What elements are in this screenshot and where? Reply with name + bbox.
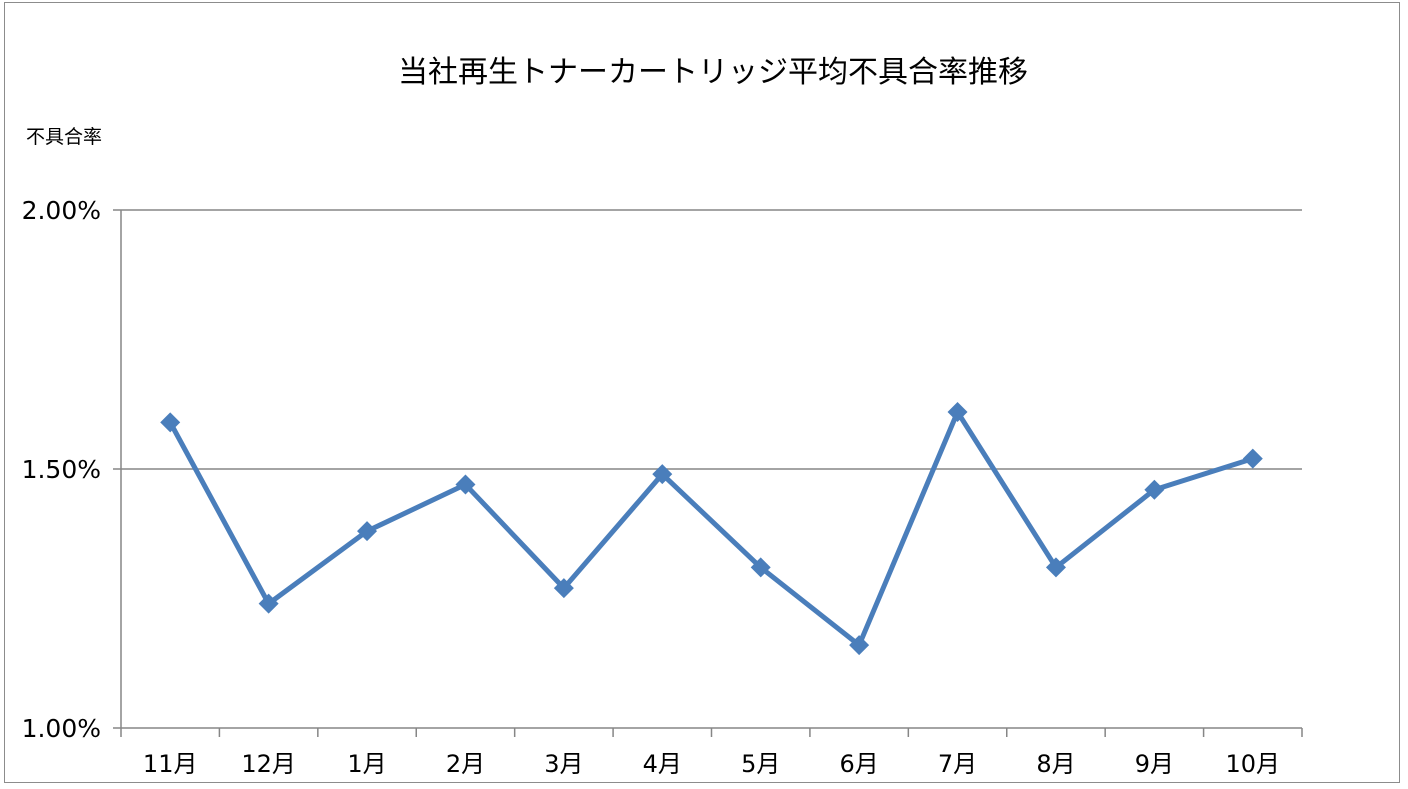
y-axis-label: 不具合率 [26, 126, 103, 148]
data-point [357, 521, 378, 542]
x-tick-label: 10月 [1226, 750, 1281, 778]
x-tick-label: 6月 [839, 750, 878, 778]
x-tick-label: 4月 [643, 750, 682, 778]
data-point [652, 464, 673, 485]
data-point [1242, 448, 1263, 469]
chart-title: 当社再生トナーカートリッジ平均不具合率推移 [398, 55, 1028, 90]
x-tick-label: 12月 [241, 750, 296, 778]
x-tick-label: 3月 [544, 750, 583, 778]
y-tick-label: 1.00% [22, 714, 101, 743]
data-point [1045, 557, 1066, 578]
x-tick-label: 5月 [741, 750, 780, 778]
x-tick-label: 1月 [347, 750, 386, 778]
data-point [160, 412, 181, 433]
data-point [849, 635, 870, 656]
y-tick-label: 2.00% [22, 196, 101, 225]
data-point [258, 593, 279, 614]
series-line [167, 409, 1256, 648]
x-tick-label: 7月 [938, 750, 977, 778]
chart-frame [4, 2, 1400, 783]
y-tick-label: 1.50% [22, 455, 101, 484]
data-point [1144, 479, 1165, 500]
x-tick-label: 2月 [446, 750, 485, 778]
data-point [553, 578, 574, 599]
x-tick-label: 11月 [143, 750, 198, 778]
data-point [947, 402, 968, 423]
x-tick-label: 9月 [1135, 750, 1174, 778]
x-tick-label: 8月 [1036, 750, 1075, 778]
data-point [455, 474, 476, 495]
data-point [750, 557, 771, 578]
